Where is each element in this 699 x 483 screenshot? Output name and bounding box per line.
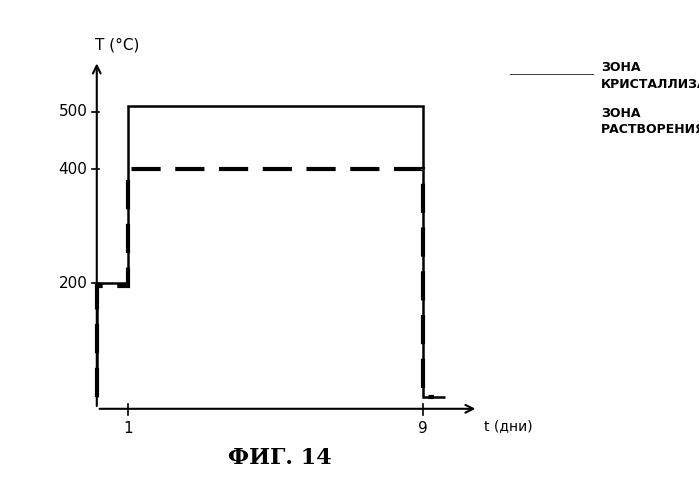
Text: 200: 200 <box>59 276 87 291</box>
Text: T (°C): T (°C) <box>95 37 139 52</box>
Text: ЗОНА: ЗОНА <box>601 61 641 74</box>
Text: РАСТВОРЕНИЯ: РАСТВОРЕНИЯ <box>601 123 699 136</box>
Text: 1: 1 <box>123 421 133 436</box>
Text: КРИСТАЛЛИЗАЦИИ: КРИСТАЛЛИЗАЦИИ <box>601 78 699 91</box>
Text: ФИГ. 14: ФИГ. 14 <box>228 446 331 469</box>
Text: 400: 400 <box>59 161 87 177</box>
Text: ЗОНА: ЗОНА <box>601 107 641 120</box>
Text: 500: 500 <box>59 104 87 119</box>
Text: 9: 9 <box>418 421 428 436</box>
Text: t (дни): t (дни) <box>484 419 533 433</box>
